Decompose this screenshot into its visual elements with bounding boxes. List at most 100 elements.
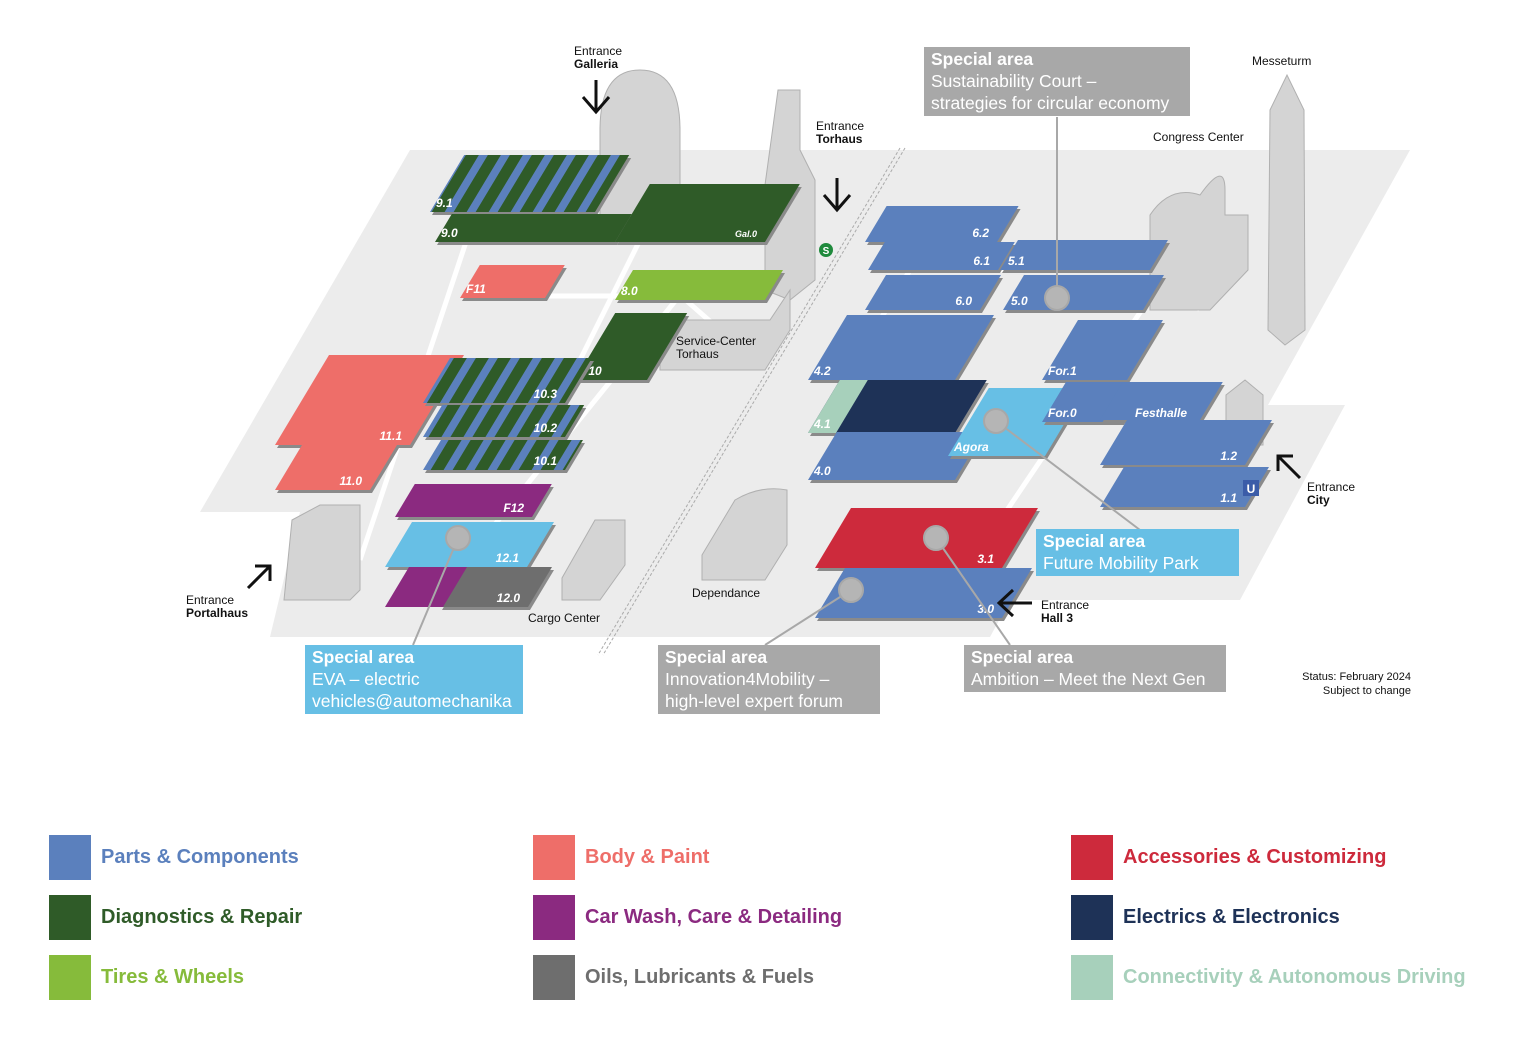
hall-label: For.0 [1048, 406, 1077, 420]
messeturm-label: Messeturm [1252, 54, 1312, 68]
special-area-markers [412, 117, 1141, 646]
hall-h42[interactable]: 4.2 [808, 315, 996, 383]
legend-label: Diagnostics & Repair [101, 905, 303, 928]
hall-for1[interactable]: For.1 [1042, 320, 1165, 383]
hall-h80[interactable]: 8.0 [615, 270, 785, 303]
hall-shape [395, 484, 552, 517]
hall-label: F12 [503, 501, 524, 515]
hall-h103[interactable]: 10.3 [423, 358, 594, 406]
railway-tracks [597, 147, 906, 656]
special-area-line: Innovation4Mobility – [665, 669, 830, 689]
legend-item: Tires & Wheels [49, 954, 244, 1000]
hall-label: 11.1 [380, 429, 403, 443]
hall-h12[interactable]: 1.2 [1100, 420, 1274, 468]
hall-h51[interactable]: 5.1 [1000, 240, 1170, 273]
hall-h90[interactable]: 9.0 [435, 214, 634, 245]
legend-label: Connectivity & Autonomous Driving [1123, 965, 1466, 988]
hall-shape [815, 568, 1032, 618]
hall-shape [1003, 275, 1164, 310]
hall-h30[interactable]: 3.0 [815, 568, 1034, 621]
hall-label: Agora [953, 440, 989, 454]
hall-shape [1000, 240, 1168, 270]
hall-shape [460, 265, 565, 298]
messeturm-tower [1267, 73, 1306, 346]
legend-swatch [1071, 834, 1113, 880]
hall-h121[interactable]: 12.1 [385, 522, 556, 570]
special-area-line: EVA – electric [312, 669, 420, 689]
hall-h61[interactable]: 6.1 [868, 242, 1017, 273]
hall-shape [1042, 320, 1163, 380]
hall-label: 10.1 [534, 454, 558, 468]
hall-shape [275, 445, 397, 490]
hall-h91[interactable]: 9.1 [430, 155, 632, 215]
service-center-building [659, 288, 791, 371]
hall-festhalle[interactable]: Festhalle [1100, 382, 1225, 423]
special-area-ambition[interactable]: Special area Ambition – Meet the Next Gen [964, 645, 1226, 692]
hall-41-connectivity-part [808, 380, 868, 433]
hall-shape [865, 206, 1019, 242]
legend-item: Connectivity & Autonomous Driving [1071, 954, 1466, 1000]
entrance-hall3-label: Entrance Hall 3 [1041, 598, 1090, 625]
hall-shape [430, 155, 630, 212]
special-area-eva[interactable]: Special area EVA – electric vehicles@autom… [305, 645, 523, 714]
cargo-center-building [561, 519, 626, 601]
legend-swatch [533, 894, 575, 940]
hall-label: 5.0 [1011, 294, 1028, 308]
hall-h62[interactable]: 6.2 [865, 206, 1021, 245]
hall-shape [423, 358, 592, 403]
special-area-line: Sustainability Court – [931, 71, 1097, 91]
hall-label: Gal.0 [735, 229, 757, 239]
hall-f11[interactable]: F11 [460, 265, 567, 301]
hall-shape [440, 567, 552, 607]
special-area-line: high-level expert forum [665, 691, 843, 711]
hall-label: 9.1 [436, 196, 453, 210]
svg-text:S: S [823, 246, 830, 257]
hall-shape [948, 388, 1086, 456]
congress-center-label: Congress Center [1153, 130, 1244, 144]
entrance-galleria-label: Entrance Galleria [574, 44, 623, 71]
hall-shape [615, 270, 783, 300]
hall-h40[interactable]: 4.0 [808, 432, 986, 483]
legend-label: Parts & Components [101, 845, 299, 868]
hall-label: 5.1 [1008, 254, 1025, 268]
special-area-line: strategies for circular economy [931, 93, 1170, 113]
hall-h60[interactable]: 6.0 [865, 275, 1003, 313]
hall-h41[interactable]: 4.1 [808, 380, 989, 436]
special-area-future-mobility[interactable]: Special area Future Mobility Park [1036, 529, 1239, 576]
hall-label: 10.3 [534, 387, 558, 401]
hall-h102[interactable]: 10.2 [423, 405, 587, 440]
hall-h50[interactable]: 5.0 [1003, 275, 1166, 313]
hall-shape [275, 355, 464, 445]
hall-shape [808, 432, 984, 480]
hall-h101[interactable]: 10.1 [423, 440, 585, 473]
special-area-line: vehicles@automechanika [312, 691, 512, 711]
status-note: Status: February 2024 Subject to change [1302, 671, 1411, 697]
hall-label: 6.1 [973, 254, 990, 268]
hall-gal0[interactable]: Gal.0 [615, 184, 802, 245]
portalhaus-building [283, 504, 361, 601]
hall-shape [808, 315, 994, 380]
hall-shape [868, 242, 1015, 270]
special-area-sustainability[interactable]: Special area Sustainability Court – strate… [924, 47, 1190, 116]
hall-f12[interactable]: F12 [395, 484, 554, 520]
legend-item: Electrics & Electronics [1071, 894, 1340, 940]
buildings [283, 69, 1306, 601]
special-area-title: Special area [665, 647, 768, 667]
legend-item: Parts & Components [49, 834, 299, 880]
hall-label: 1.1 [1220, 491, 1237, 505]
hall-h111[interactable]: 11.1 [275, 355, 466, 448]
legend-swatch [533, 954, 575, 1000]
legend-swatch [1071, 954, 1113, 1000]
dependance-building [701, 488, 788, 581]
hall-shape [1100, 467, 1269, 507]
special-area-title: Special area [1043, 531, 1146, 551]
hall-label: 4.2 [813, 364, 831, 378]
hall-h110[interactable]: 11.0 [275, 445, 399, 493]
special-area-line: Ambition – Meet the Next Gen [971, 669, 1206, 689]
arrow-up-left-icon [1276, 454, 1302, 480]
hall-h11[interactable]: 1.1 [1100, 467, 1271, 510]
hall-120-carwash-part [385, 567, 467, 607]
special-area-innovation[interactable]: Special area Innovation4Mobility – high-le… [658, 645, 880, 714]
legend-item: Accessories & Customizing [1071, 834, 1386, 880]
hall-h120[interactable]: 12.0 [385, 567, 554, 610]
